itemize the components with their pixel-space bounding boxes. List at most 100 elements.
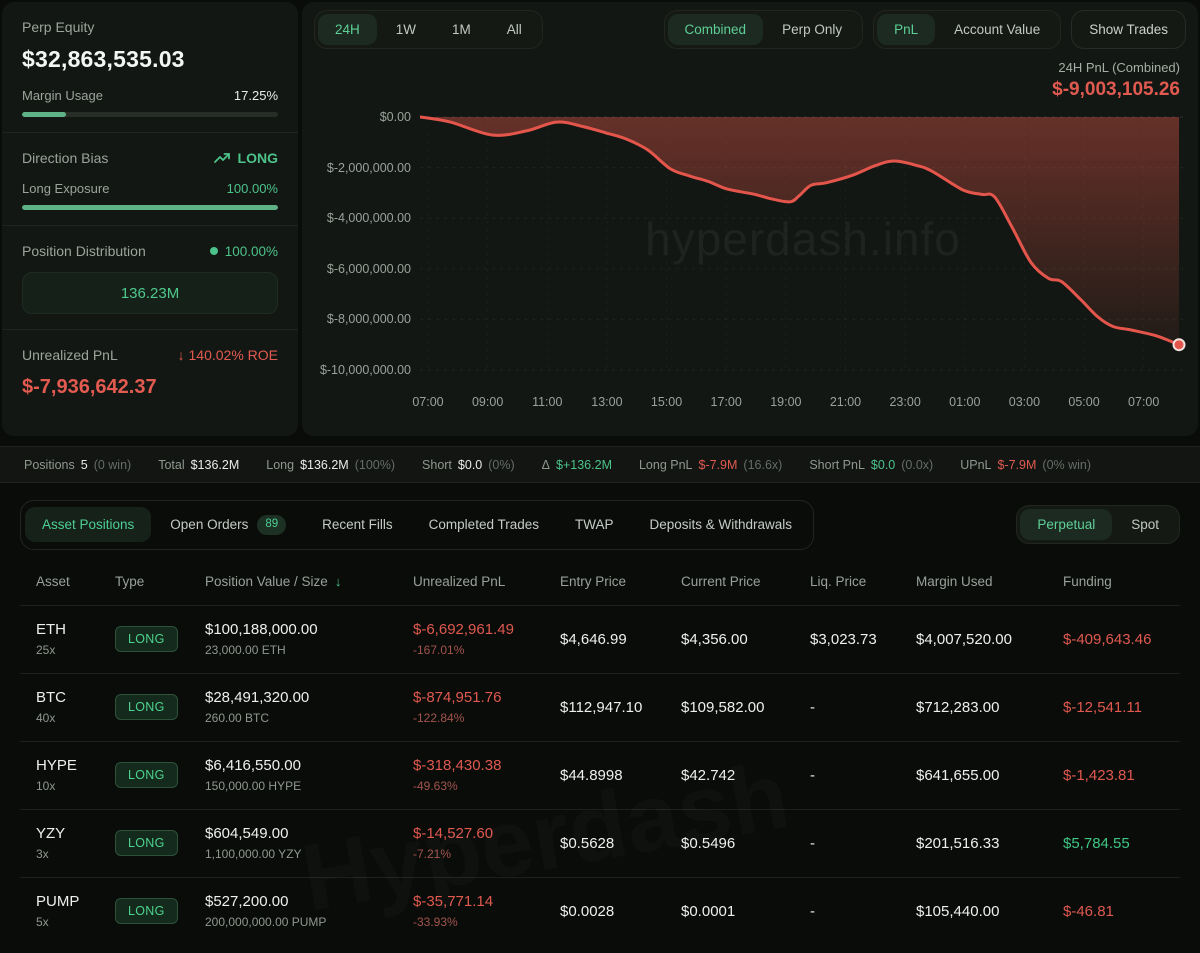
position-distribution-label: Position Distribution	[22, 243, 146, 259]
divider	[2, 132, 298, 133]
position-value-cell: $100,188,000.00 23,000.00 ETH	[205, 621, 413, 657]
tab-label: Recent Fills	[322, 517, 393, 533]
positions-summary-bar: Positions 5 (0 win) Total $136.2M Long $136.2M…	[0, 446, 1200, 483]
column-header-label: Asset	[36, 573, 70, 589]
unrealized-pnl: $-35,771.14	[413, 893, 494, 910]
tab-completed-trades[interactable]: Completed Trades	[412, 507, 556, 542]
tab-recent-fills[interactable]: Recent Fills	[305, 507, 410, 542]
stat-label: Positions	[24, 457, 75, 472]
stat-value: $+136.2M	[556, 457, 612, 472]
position-row-btc[interactable]: BTC 40x LONG $28,491,320.00 260.00 BTC $-874,…	[20, 672, 1180, 741]
unrealized-pnl-pct: -122.84%	[413, 711, 465, 725]
column-header-current-price[interactable]: Current Price	[681, 574, 810, 589]
position-value: $527,200.00	[205, 893, 289, 910]
stat-extra: (0.0x)	[901, 457, 934, 472]
mode-combined[interactable]: Combined	[667, 14, 764, 45]
stat-value: $136.2M	[300, 457, 349, 472]
time-range-1m[interactable]: 1M	[435, 14, 488, 45]
funding: $-1,423.81	[1063, 766, 1135, 784]
perp-equity-value: $32,863,535.03	[22, 46, 185, 72]
x-axis-tick: 07:00	[1128, 395, 1160, 409]
column-header-label: Unrealized PnL	[413, 573, 506, 589]
tab-open-orders[interactable]: Open Orders 89	[153, 505, 303, 545]
mode-perp-only[interactable]: Perp Only	[765, 14, 859, 45]
stat-value: $0.0	[457, 457, 483, 472]
tab-twap[interactable]: TWAP	[558, 507, 631, 542]
column-header-asset[interactable]: Asset	[36, 574, 115, 589]
tab-deposits-withdrawals[interactable]: Deposits & Withdrawals	[632, 507, 809, 542]
market-perpetual[interactable]: Perpetual	[1020, 509, 1113, 541]
position-row-yzy[interactable]: YZY 3x LONG $604,549.00 1,100,000.00 YZY $-14…	[20, 808, 1180, 877]
position-size: 150,000.00 HYPE	[205, 779, 302, 793]
chart-toolbar: 24H 1W 1M All Combined Perp Only PnL Account …	[314, 10, 1186, 49]
divider	[2, 329, 298, 330]
margin-usage-progress-fill	[22, 112, 67, 117]
combined-perp-toggle: Combined Perp Only	[663, 10, 864, 49]
position-value-cell: $6,416,550.00 150,000.00 HYPE	[205, 757, 413, 793]
funding: $-46.81	[1063, 902, 1114, 920]
position-row-pump[interactable]: PUMP 5x LONG $527,200.00 200,000,000.00 PUMP…	[20, 876, 1180, 945]
asset-leverage: 10x	[36, 779, 56, 793]
column-header-position-value-size[interactable]: Position Value / Size ↓	[205, 574, 413, 589]
time-range-24h[interactable]: 24H	[318, 14, 377, 45]
stat-label: UPnL	[960, 457, 992, 472]
column-header-margin-used[interactable]: Margin Used	[916, 574, 1063, 589]
position-distribution-section: Position Distribution 100.00% 136.23M	[2, 226, 298, 329]
asset-symbol: ETH	[36, 621, 66, 638]
column-header-entry-price[interactable]: Entry Price	[560, 574, 681, 589]
stat-label: Short	[422, 457, 452, 472]
type-cell: LONG	[115, 898, 205, 924]
stat-extra: (16.6x)	[743, 457, 783, 472]
current-price: $109,582.00	[681, 698, 765, 716]
stat-label: Total	[158, 457, 185, 472]
margin-used: $4,007,520.00	[916, 630, 1012, 648]
funding: $-12,541.11	[1063, 698, 1142, 716]
stat-extra: (100%)	[354, 457, 396, 472]
chart-plot-area[interactable]: hyperdash.info	[420, 105, 1186, 385]
position-distribution-bar[interactable]: 136.23M	[22, 272, 278, 314]
unrealized-pnl-pct: -33.93%	[413, 915, 458, 929]
tab-label: TWAP	[574, 517, 614, 533]
x-axis-tick: 07:00	[412, 395, 444, 409]
asset-symbol-cell: HYPE 10x	[36, 757, 115, 793]
time-range-1w[interactable]: 1W	[379, 14, 433, 45]
type-cell: LONG	[115, 830, 205, 856]
column-header-unrealized-pnl[interactable]: Unrealized PnL	[413, 574, 560, 589]
y-axis-tick: $-6,000,000.00	[326, 261, 411, 276]
show-trades-button[interactable]: Show Trades	[1071, 10, 1186, 49]
tab-asset-positions[interactable]: Asset Positions	[25, 507, 152, 543]
position-distribution-pct: 100.00%	[224, 243, 278, 259]
asset-leverage: 3x	[36, 847, 49, 861]
x-axis-tick: 19:00	[770, 395, 802, 409]
market-spot[interactable]: Spot	[1114, 509, 1176, 540]
summary-stat-upnl: UPnL $-7.9M (0% win)	[960, 458, 1091, 472]
column-header-type[interactable]: Type	[115, 574, 205, 589]
direction-bias-label: Direction Bias	[22, 150, 109, 166]
metric-pnl[interactable]: PnL	[877, 14, 936, 45]
x-axis-tick: 15:00	[650, 395, 683, 409]
time-range-all[interactable]: All	[490, 14, 539, 45]
margin-used: $712,283.00	[916, 698, 1000, 716]
column-header-label: Entry Price	[560, 573, 627, 589]
summary-stat-short: Short $0.0 (0%)	[422, 458, 515, 472]
column-header-liq-price[interactable]: Liq. Price	[810, 574, 916, 589]
asset-leverage: 25x	[36, 643, 56, 657]
position-row-hype[interactable]: HYPE 10x LONG $6,416,550.00 150,000.00 HYPE $…	[20, 740, 1180, 809]
direction-bias-section: Direction Bias LONG Long Exposure 100.00…	[2, 133, 298, 225]
x-axis-tick: 01:00	[949, 395, 981, 409]
asset-symbol-cell: BTC 40x	[36, 689, 115, 725]
asset-symbol: YZY	[36, 825, 66, 842]
y-axis-tick: $-10,000,000.00	[319, 363, 411, 377]
margin-usage-label: Margin Usage	[22, 88, 103, 103]
column-header-funding[interactable]: Funding	[1063, 574, 1176, 589]
liq-price: -	[810, 766, 815, 784]
position-row-eth[interactable]: ETH 25x LONG $100,188,000.00 23,000.00 ETH $-…	[20, 604, 1180, 673]
entry-price: $44.8998	[560, 766, 623, 784]
funding: $5,784.55	[1063, 834, 1130, 852]
long-exposure-label: Long Exposure	[22, 181, 110, 196]
current-price: $0.5496	[681, 834, 736, 852]
x-axis-tick: 21:00	[829, 395, 862, 409]
asset-leverage: 40x	[36, 711, 56, 725]
metric-account-value[interactable]: Account Value	[937, 14, 1057, 45]
